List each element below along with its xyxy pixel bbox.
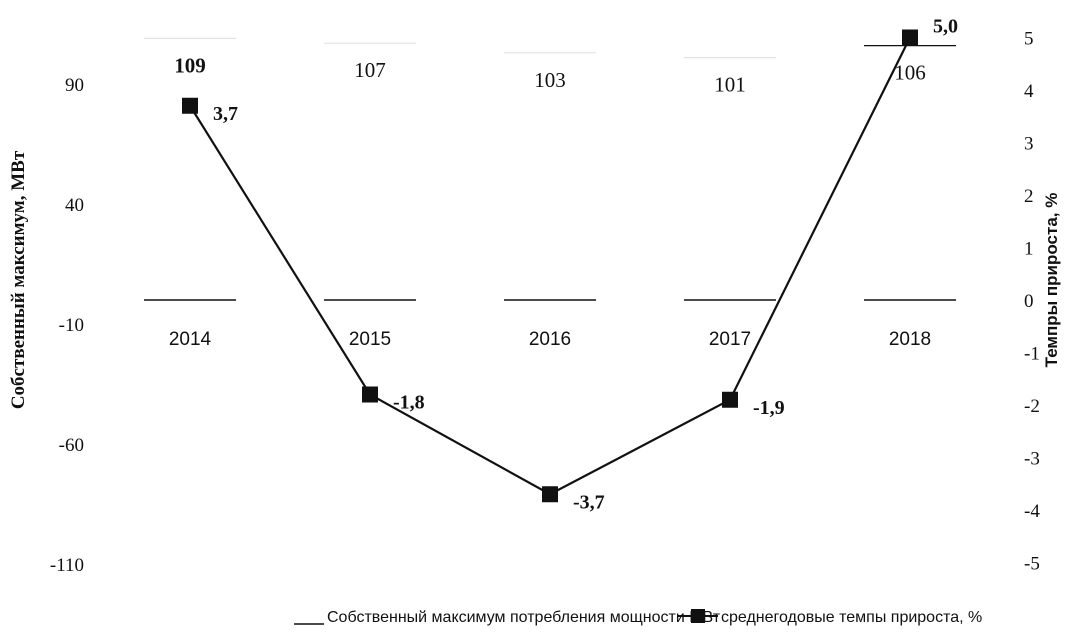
power-max-bars: [144, 37, 956, 301]
left-axis-ticks: 90 40 -10 -60 -110: [50, 75, 84, 576]
growth-rate-value-label: 3,7: [213, 103, 238, 125]
right-axis-tick-label: 3: [1024, 134, 1034, 155]
growth-rate-marker: [902, 29, 918, 46]
right-axis-tick-label: 0: [1024, 291, 1034, 312]
growth-rate-value-label: -1,9: [753, 397, 785, 419]
right-axis-tick-label: -4: [1024, 501, 1040, 522]
legend-swatch-growth-marker: [691, 609, 705, 623]
growth-rate-line: [189, 37, 911, 496]
power-max-bar: [144, 38, 236, 300]
left-axis-title: Собственный максимум, МВт: [8, 150, 29, 409]
power-max-labels: 109 107 103 101 106: [174, 53, 926, 96]
power-max-value-label: 103: [534, 68, 566, 92]
right-axis-tick-label: 2: [1024, 186, 1034, 207]
right-axis-tick-label: -5: [1024, 554, 1040, 575]
x-axis-category-label: 2018: [889, 329, 931, 350]
right-axis-tick-label: -2: [1024, 396, 1040, 417]
left-axis-tick-label: 90: [65, 75, 84, 96]
x-axis-category-labels: 2014 2015 2016 2017 2018: [169, 329, 931, 350]
growth-rate-markers: [182, 29, 918, 503]
growth-rate-marker: [722, 391, 738, 408]
power-max-value-label: 109: [174, 53, 206, 77]
growth-rate-value-label: -1,8: [393, 392, 425, 414]
legend-label-growth: среднегодовые темпы прироста, %: [721, 609, 982, 626]
right-axis-tick-label: -1: [1024, 344, 1040, 365]
power-max-value-label: 106: [894, 61, 926, 85]
x-axis-category-label: 2016: [529, 329, 571, 350]
left-axis-tick-label: -10: [59, 315, 84, 336]
left-axis-tick-label: -60: [59, 435, 84, 456]
power-max-value-label: 101: [714, 73, 746, 97]
right-axis-tick-label: 1: [1024, 239, 1034, 260]
left-axis-tick-label: -110: [50, 555, 84, 576]
power-max-value-label: 107: [354, 58, 386, 82]
growth-rate-value-label: 5,0: [933, 16, 958, 38]
x-axis-category-label: 2017: [709, 329, 751, 350]
right-axis-tick-label: 5: [1024, 29, 1034, 50]
left-axis-tick-label: 40: [65, 195, 84, 216]
legend-label-power-max: Собственный максимум потребления мощност…: [327, 609, 721, 626]
legend: Собственный максимум потребления мощност…: [294, 609, 982, 626]
x-axis-category-label: 2015: [349, 329, 391, 350]
growth-rate-value-label: -3,7: [573, 491, 605, 513]
x-axis-category-label: 2014: [169, 329, 212, 350]
growth-rate-labels: 3,7 -1,8 -3,7 -1,9 5,0: [213, 16, 958, 514]
right-axis-tick-label: 4: [1024, 81, 1034, 102]
growth-rate-marker: [542, 486, 558, 503]
growth-rate-marker: [362, 386, 378, 403]
growth-rate-marker: [182, 97, 198, 114]
right-axis-title: Темпры прироста, %: [1042, 193, 1061, 368]
right-axis-tick-label: -3: [1024, 449, 1040, 470]
right-axis-ticks: 5 4 3 2 1 0 -1 -2 -3 -4 -5: [1024, 29, 1040, 575]
